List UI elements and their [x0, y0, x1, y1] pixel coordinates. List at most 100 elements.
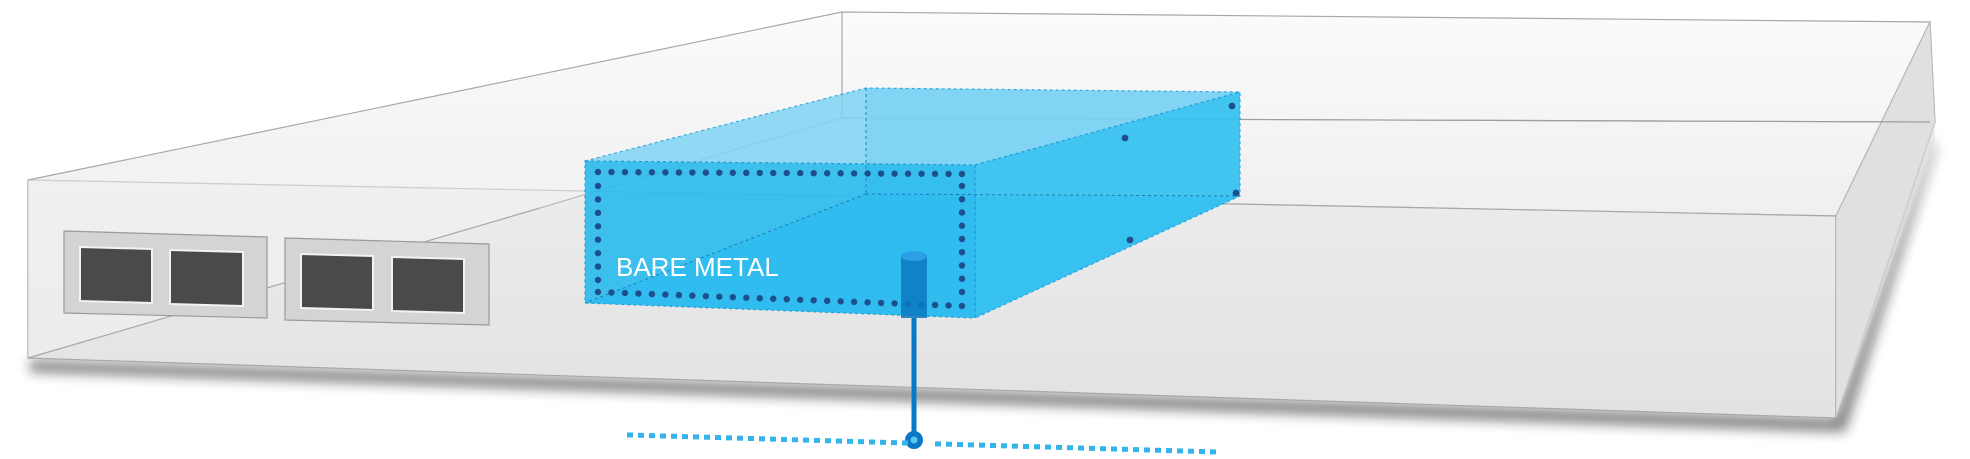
network-dot	[792, 437, 798, 443]
network-dot	[1034, 444, 1040, 450]
border-dot	[877, 170, 885, 177]
border-dot	[945, 302, 952, 309]
border-dot	[958, 275, 966, 282]
network-dot	[902, 440, 908, 446]
border-dot	[621, 168, 629, 176]
border-dot	[594, 182, 602, 190]
border-dot	[770, 295, 777, 302]
border-dot	[756, 295, 763, 302]
network-dot	[1100, 446, 1106, 452]
border-dot	[1228, 102, 1236, 110]
network-dot	[836, 438, 842, 444]
border-dot	[594, 209, 602, 217]
border-dot	[958, 209, 966, 216]
border-dot	[702, 292, 710, 300]
network-dot	[693, 434, 699, 440]
border-dot	[958, 170, 966, 178]
border-dot	[635, 290, 642, 297]
border-dot	[1121, 134, 1129, 142]
network-dot	[1045, 444, 1051, 450]
network-dot	[1155, 447, 1161, 453]
network-dot	[671, 433, 677, 439]
network-dot	[1067, 445, 1073, 451]
network-dot	[1177, 448, 1183, 454]
front-port-group-right	[284, 237, 490, 326]
network-dot	[770, 436, 776, 442]
network-dot	[1111, 446, 1117, 452]
network-dot	[957, 442, 963, 448]
network-dot	[814, 437, 820, 443]
network-dot	[968, 442, 974, 448]
network-dot	[891, 440, 897, 446]
network-dot	[1188, 448, 1194, 454]
border-dot	[891, 300, 898, 307]
border-dot	[716, 169, 723, 176]
border-dot	[783, 169, 790, 177]
network-dot	[1001, 443, 1007, 449]
network-dot	[946, 441, 952, 447]
network-dot	[1056, 444, 1062, 450]
border-dot	[675, 169, 683, 176]
border-dot	[958, 302, 966, 310]
network-dot	[1122, 446, 1128, 452]
network-dot	[869, 439, 875, 445]
border-dot	[864, 299, 871, 306]
border-dot	[594, 168, 602, 176]
border-dot	[689, 169, 696, 176]
network-dot	[781, 436, 787, 442]
border-dot	[931, 170, 939, 178]
border-dot	[594, 263, 602, 270]
network-dot	[858, 439, 864, 445]
network-dot	[715, 435, 721, 441]
network-dot	[1023, 443, 1029, 449]
border-dot	[743, 294, 750, 301]
border-dot	[958, 235, 966, 243]
network-dot	[979, 442, 985, 448]
border-dot	[770, 169, 777, 177]
border-dot	[635, 169, 642, 176]
network-dot	[748, 435, 754, 441]
network-dot	[935, 441, 941, 447]
bare-metal-label: BARE METAL	[616, 252, 779, 282]
network-dot	[1078, 445, 1084, 451]
border-dot	[823, 170, 831, 177]
network-dot	[825, 438, 831, 444]
front-port-group-left	[63, 230, 268, 319]
border-dot	[958, 196, 966, 203]
network-dot	[649, 433, 655, 439]
network-dotted-line	[627, 432, 1216, 455]
border-dot	[958, 249, 966, 256]
network-connector	[901, 251, 927, 449]
network-dot	[1144, 447, 1150, 453]
network-dot	[880, 439, 886, 445]
border-dot	[689, 292, 696, 299]
border-dot	[958, 262, 966, 269]
border-dot	[662, 291, 669, 298]
border-dot	[891, 170, 898, 177]
border-dot	[608, 168, 615, 176]
border-dot	[621, 289, 629, 297]
network-dot	[1199, 449, 1205, 455]
network-dot	[990, 442, 996, 448]
network-dot	[1133, 447, 1139, 453]
border-dot	[1126, 236, 1134, 244]
network-dot	[704, 434, 710, 440]
border-dot	[810, 297, 817, 304]
border-dot	[837, 170, 844, 177]
border-dot	[810, 169, 817, 177]
network-dot	[1210, 449, 1216, 455]
border-dot	[594, 249, 602, 257]
border-dot	[797, 296, 804, 303]
border-dot	[594, 288, 602, 296]
border-dot	[945, 170, 952, 178]
border-dot	[743, 169, 750, 177]
border-dot	[608, 289, 615, 296]
border-dot	[648, 290, 656, 298]
border-dot	[837, 298, 844, 305]
network-dot	[638, 432, 644, 438]
border-dot	[594, 223, 602, 230]
border-dot	[958, 288, 966, 296]
border-dot	[729, 169, 737, 176]
network-dot	[737, 435, 743, 441]
